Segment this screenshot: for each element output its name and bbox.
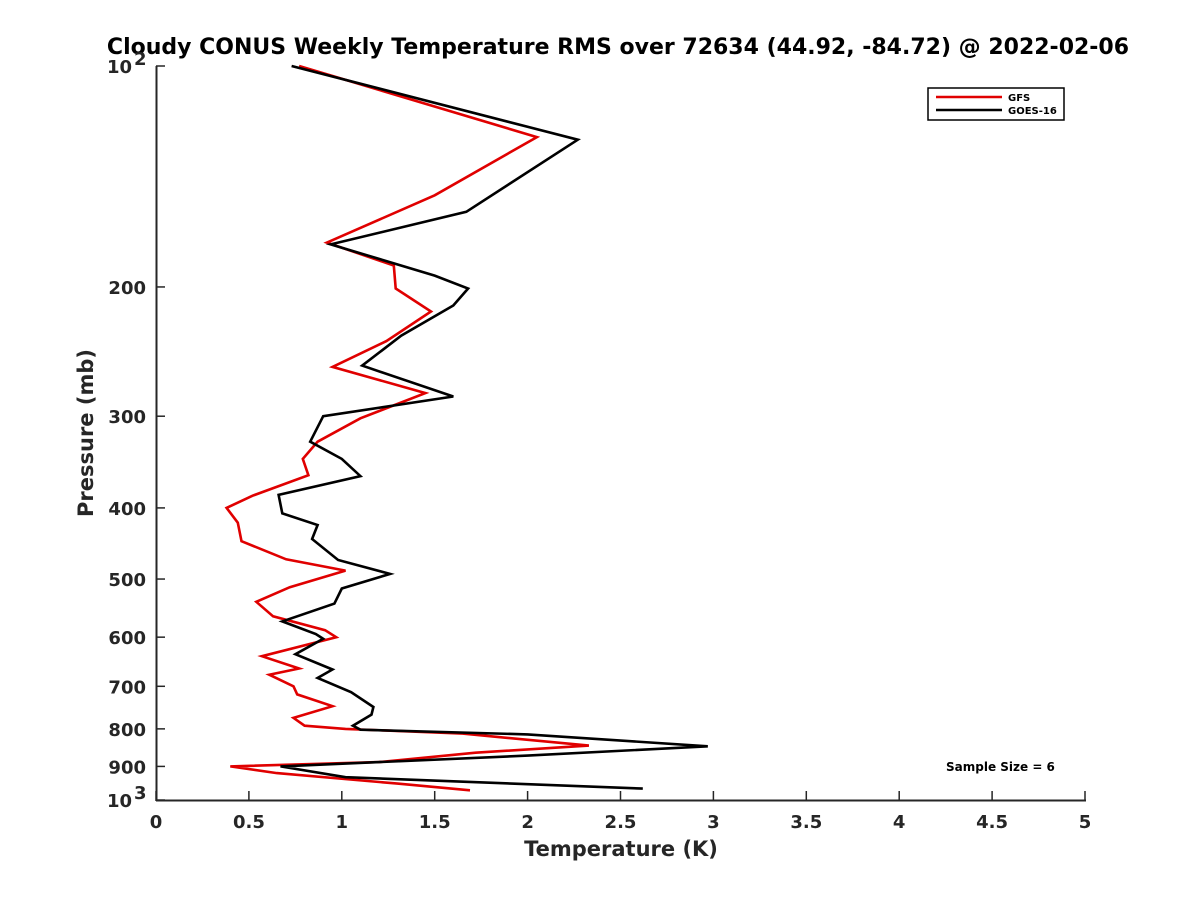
y-axis-label: Pressure (mb) (74, 349, 98, 517)
legend-label-goes16: GOES-16 (1008, 106, 1057, 117)
y-tick-label: 10 (107, 57, 132, 78)
x-tick-label: 5 (1079, 812, 1092, 833)
y-tick-label: 700 (108, 677, 146, 698)
x-tick-label: 3 (707, 812, 720, 833)
y-tick-label: 400 (108, 499, 146, 520)
legend: GFS GOES-16 (928, 88, 1064, 120)
y-tick-label: 300 (108, 407, 146, 428)
y-tick-label: 900 (108, 757, 146, 778)
sample-size-annotation: Sample Size = 6 (946, 760, 1055, 774)
x-tick-label: 0 (150, 812, 163, 833)
y-tick-label: 600 (108, 628, 146, 649)
x-tick-label: 0.5 (233, 812, 265, 833)
x-tick-label: 4 (893, 812, 906, 833)
y-tick-label: 200 (108, 278, 146, 299)
y-tick-label: 500 (108, 570, 146, 591)
x-tick-label: 1 (336, 812, 349, 833)
y-tick-exponent: 2 (134, 49, 147, 70)
y-tick-exponent: 3 (134, 783, 147, 804)
x-tick-label: 2.5 (605, 812, 637, 833)
x-tick-label: 4.5 (976, 812, 1008, 833)
chart-title: Cloudy CONUS Weekly Temperature RMS over… (107, 35, 1129, 60)
x-tick-label: 3.5 (790, 812, 822, 833)
x-tick-label: 2 (521, 812, 534, 833)
x-tick-label: 1.5 (419, 812, 451, 833)
legend-label-gfs: GFS (1008, 93, 1030, 104)
x-axis-label: Temperature (K) (524, 837, 718, 861)
y-tick-label: 10 (107, 791, 132, 812)
y-tick-label: 800 (108, 720, 146, 741)
